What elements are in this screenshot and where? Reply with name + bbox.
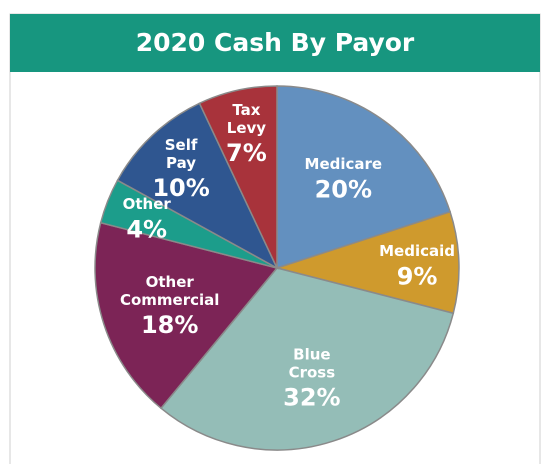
- header-bar: [10, 14, 540, 72]
- pie-slice: [198, 85, 278, 269]
- slice-label: Self Pay: [165, 135, 198, 171]
- pie-slice: [94, 221, 279, 410]
- chart-title: 2020 Cash By Payor: [136, 28, 415, 57]
- slice-label: Tax Levy: [227, 101, 267, 137]
- slice-value-label: 32%: [283, 383, 340, 411]
- slice-value-label: 7%: [226, 139, 267, 167]
- slice-value-label: 10%: [152, 174, 209, 202]
- slice-label: Medicaid: [379, 242, 455, 260]
- slice-value-label: 4%: [126, 215, 167, 243]
- slice-value-label: 20%: [315, 176, 372, 204]
- slice-label: Other: [123, 195, 172, 213]
- pie-slice: [276, 85, 452, 270]
- slice-value-label: 9%: [397, 263, 438, 291]
- slice-value-label: 18%: [141, 311, 198, 339]
- pie-slice: [159, 267, 455, 451]
- pie: [94, 85, 460, 451]
- slice-label: Medicare: [305, 155, 383, 173]
- slice-label: Blue Cross: [289, 345, 336, 381]
- pie-slice: [116, 102, 279, 270]
- slice-label: Other Commercial: [120, 272, 219, 308]
- pie-slice: [274, 210, 460, 315]
